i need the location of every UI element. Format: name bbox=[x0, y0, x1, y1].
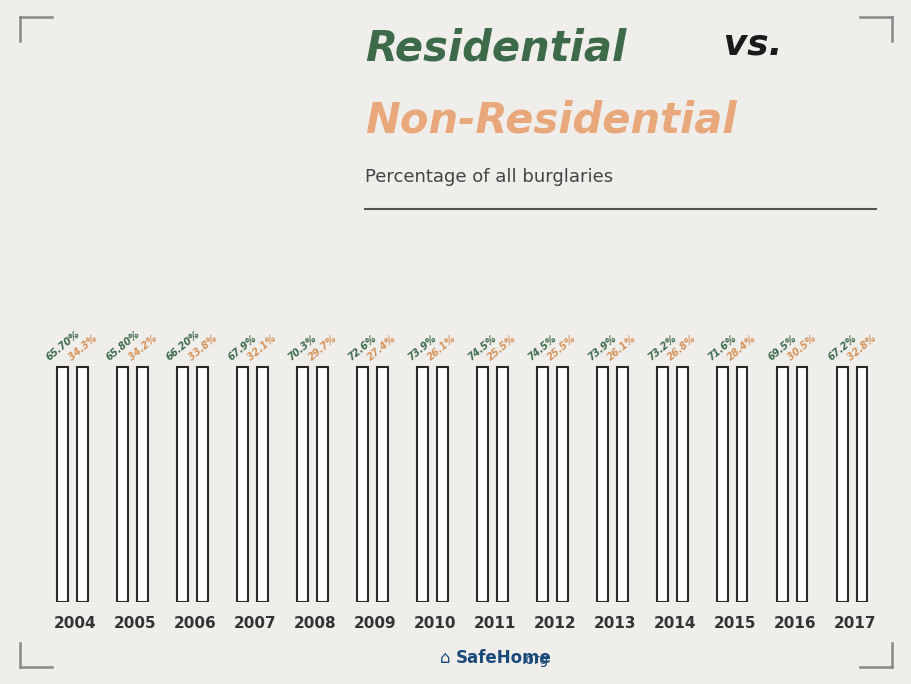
Text: 32.8%: 32.8% bbox=[844, 333, 877, 363]
Text: 33.8%: 33.8% bbox=[186, 333, 219, 363]
Text: ⌂: ⌂ bbox=[440, 649, 456, 667]
Text: 65.80%: 65.80% bbox=[104, 329, 141, 363]
Text: 34.3%: 34.3% bbox=[67, 333, 98, 363]
Text: 73.2%: 73.2% bbox=[646, 333, 678, 363]
Text: 71.6%: 71.6% bbox=[705, 333, 738, 363]
Bar bbox=[478, 367, 486, 542]
Bar bbox=[438, 541, 445, 602]
Text: 70.3%: 70.3% bbox=[286, 333, 319, 363]
Text: Residential: Residential bbox=[364, 27, 625, 69]
Bar bbox=[378, 538, 385, 602]
Bar bbox=[558, 542, 566, 602]
Bar bbox=[837, 367, 845, 525]
Text: .org: .org bbox=[521, 653, 548, 667]
Text: 25.5%: 25.5% bbox=[546, 333, 578, 363]
Text: 26.1%: 26.1% bbox=[425, 333, 458, 363]
Bar bbox=[137, 367, 148, 602]
Text: 25.5%: 25.5% bbox=[486, 333, 517, 363]
Bar bbox=[616, 367, 627, 602]
Bar bbox=[736, 367, 747, 602]
Bar bbox=[197, 367, 208, 602]
Bar bbox=[778, 367, 785, 530]
Text: 66.20%: 66.20% bbox=[164, 329, 201, 363]
Bar bbox=[658, 367, 665, 539]
Bar bbox=[138, 522, 146, 602]
Bar bbox=[537, 367, 548, 602]
Text: 74.5%: 74.5% bbox=[466, 333, 498, 363]
Bar bbox=[239, 367, 246, 527]
Bar bbox=[317, 367, 327, 602]
Text: vs.: vs. bbox=[711, 27, 782, 62]
Bar bbox=[836, 367, 846, 602]
Bar bbox=[776, 367, 787, 602]
Text: 27.4%: 27.4% bbox=[366, 333, 398, 363]
Text: 26.8%: 26.8% bbox=[665, 333, 698, 363]
Bar bbox=[199, 523, 206, 602]
Bar bbox=[259, 527, 266, 602]
Bar bbox=[297, 367, 308, 602]
Bar bbox=[299, 367, 306, 532]
Bar bbox=[257, 367, 268, 602]
Text: 65.70%: 65.70% bbox=[44, 329, 81, 363]
Bar bbox=[416, 367, 427, 602]
Bar bbox=[357, 367, 368, 602]
Bar bbox=[618, 541, 625, 602]
Bar bbox=[318, 532, 326, 602]
Bar bbox=[598, 367, 606, 541]
Text: Percentage of all burglaries: Percentage of all burglaries bbox=[364, 168, 612, 185]
Bar bbox=[77, 367, 88, 602]
Bar bbox=[119, 367, 127, 522]
Bar bbox=[376, 367, 387, 602]
Bar bbox=[676, 367, 687, 602]
Text: 30.5%: 30.5% bbox=[785, 333, 817, 363]
Bar bbox=[678, 539, 685, 602]
Text: 74.5%: 74.5% bbox=[526, 333, 558, 363]
Bar bbox=[855, 367, 866, 602]
Text: 28.4%: 28.4% bbox=[725, 333, 757, 363]
Text: 67.2%: 67.2% bbox=[825, 333, 857, 363]
Bar bbox=[738, 536, 745, 602]
Bar bbox=[496, 367, 507, 602]
Text: 69.5%: 69.5% bbox=[765, 333, 797, 363]
Bar bbox=[716, 367, 727, 602]
Bar bbox=[557, 367, 567, 602]
Bar bbox=[118, 367, 128, 602]
Text: 26.1%: 26.1% bbox=[606, 333, 638, 363]
Text: 73.9%: 73.9% bbox=[406, 333, 438, 363]
Bar bbox=[78, 521, 87, 602]
Text: 73.9%: 73.9% bbox=[586, 333, 618, 363]
Bar bbox=[718, 367, 725, 536]
Text: 67.9%: 67.9% bbox=[226, 333, 259, 363]
Text: 29.7%: 29.7% bbox=[306, 333, 338, 363]
Bar bbox=[436, 367, 447, 602]
Text: Non-Residential: Non-Residential bbox=[364, 99, 735, 141]
Bar bbox=[179, 367, 187, 523]
Text: 34.2%: 34.2% bbox=[127, 333, 159, 363]
Bar bbox=[57, 367, 68, 602]
Bar bbox=[656, 367, 667, 602]
Bar bbox=[796, 367, 806, 602]
Bar bbox=[857, 525, 865, 602]
Bar bbox=[476, 367, 487, 602]
Bar bbox=[59, 367, 67, 521]
Bar bbox=[418, 367, 425, 541]
Text: SafeHome: SafeHome bbox=[456, 649, 551, 667]
Text: 32.1%: 32.1% bbox=[246, 333, 279, 363]
Bar bbox=[177, 367, 188, 602]
Bar bbox=[797, 530, 805, 602]
Bar bbox=[538, 367, 546, 542]
Bar bbox=[597, 367, 607, 602]
Text: 72.6%: 72.6% bbox=[346, 333, 378, 363]
Bar bbox=[237, 367, 248, 602]
Bar bbox=[498, 542, 506, 602]
Bar bbox=[358, 367, 366, 538]
